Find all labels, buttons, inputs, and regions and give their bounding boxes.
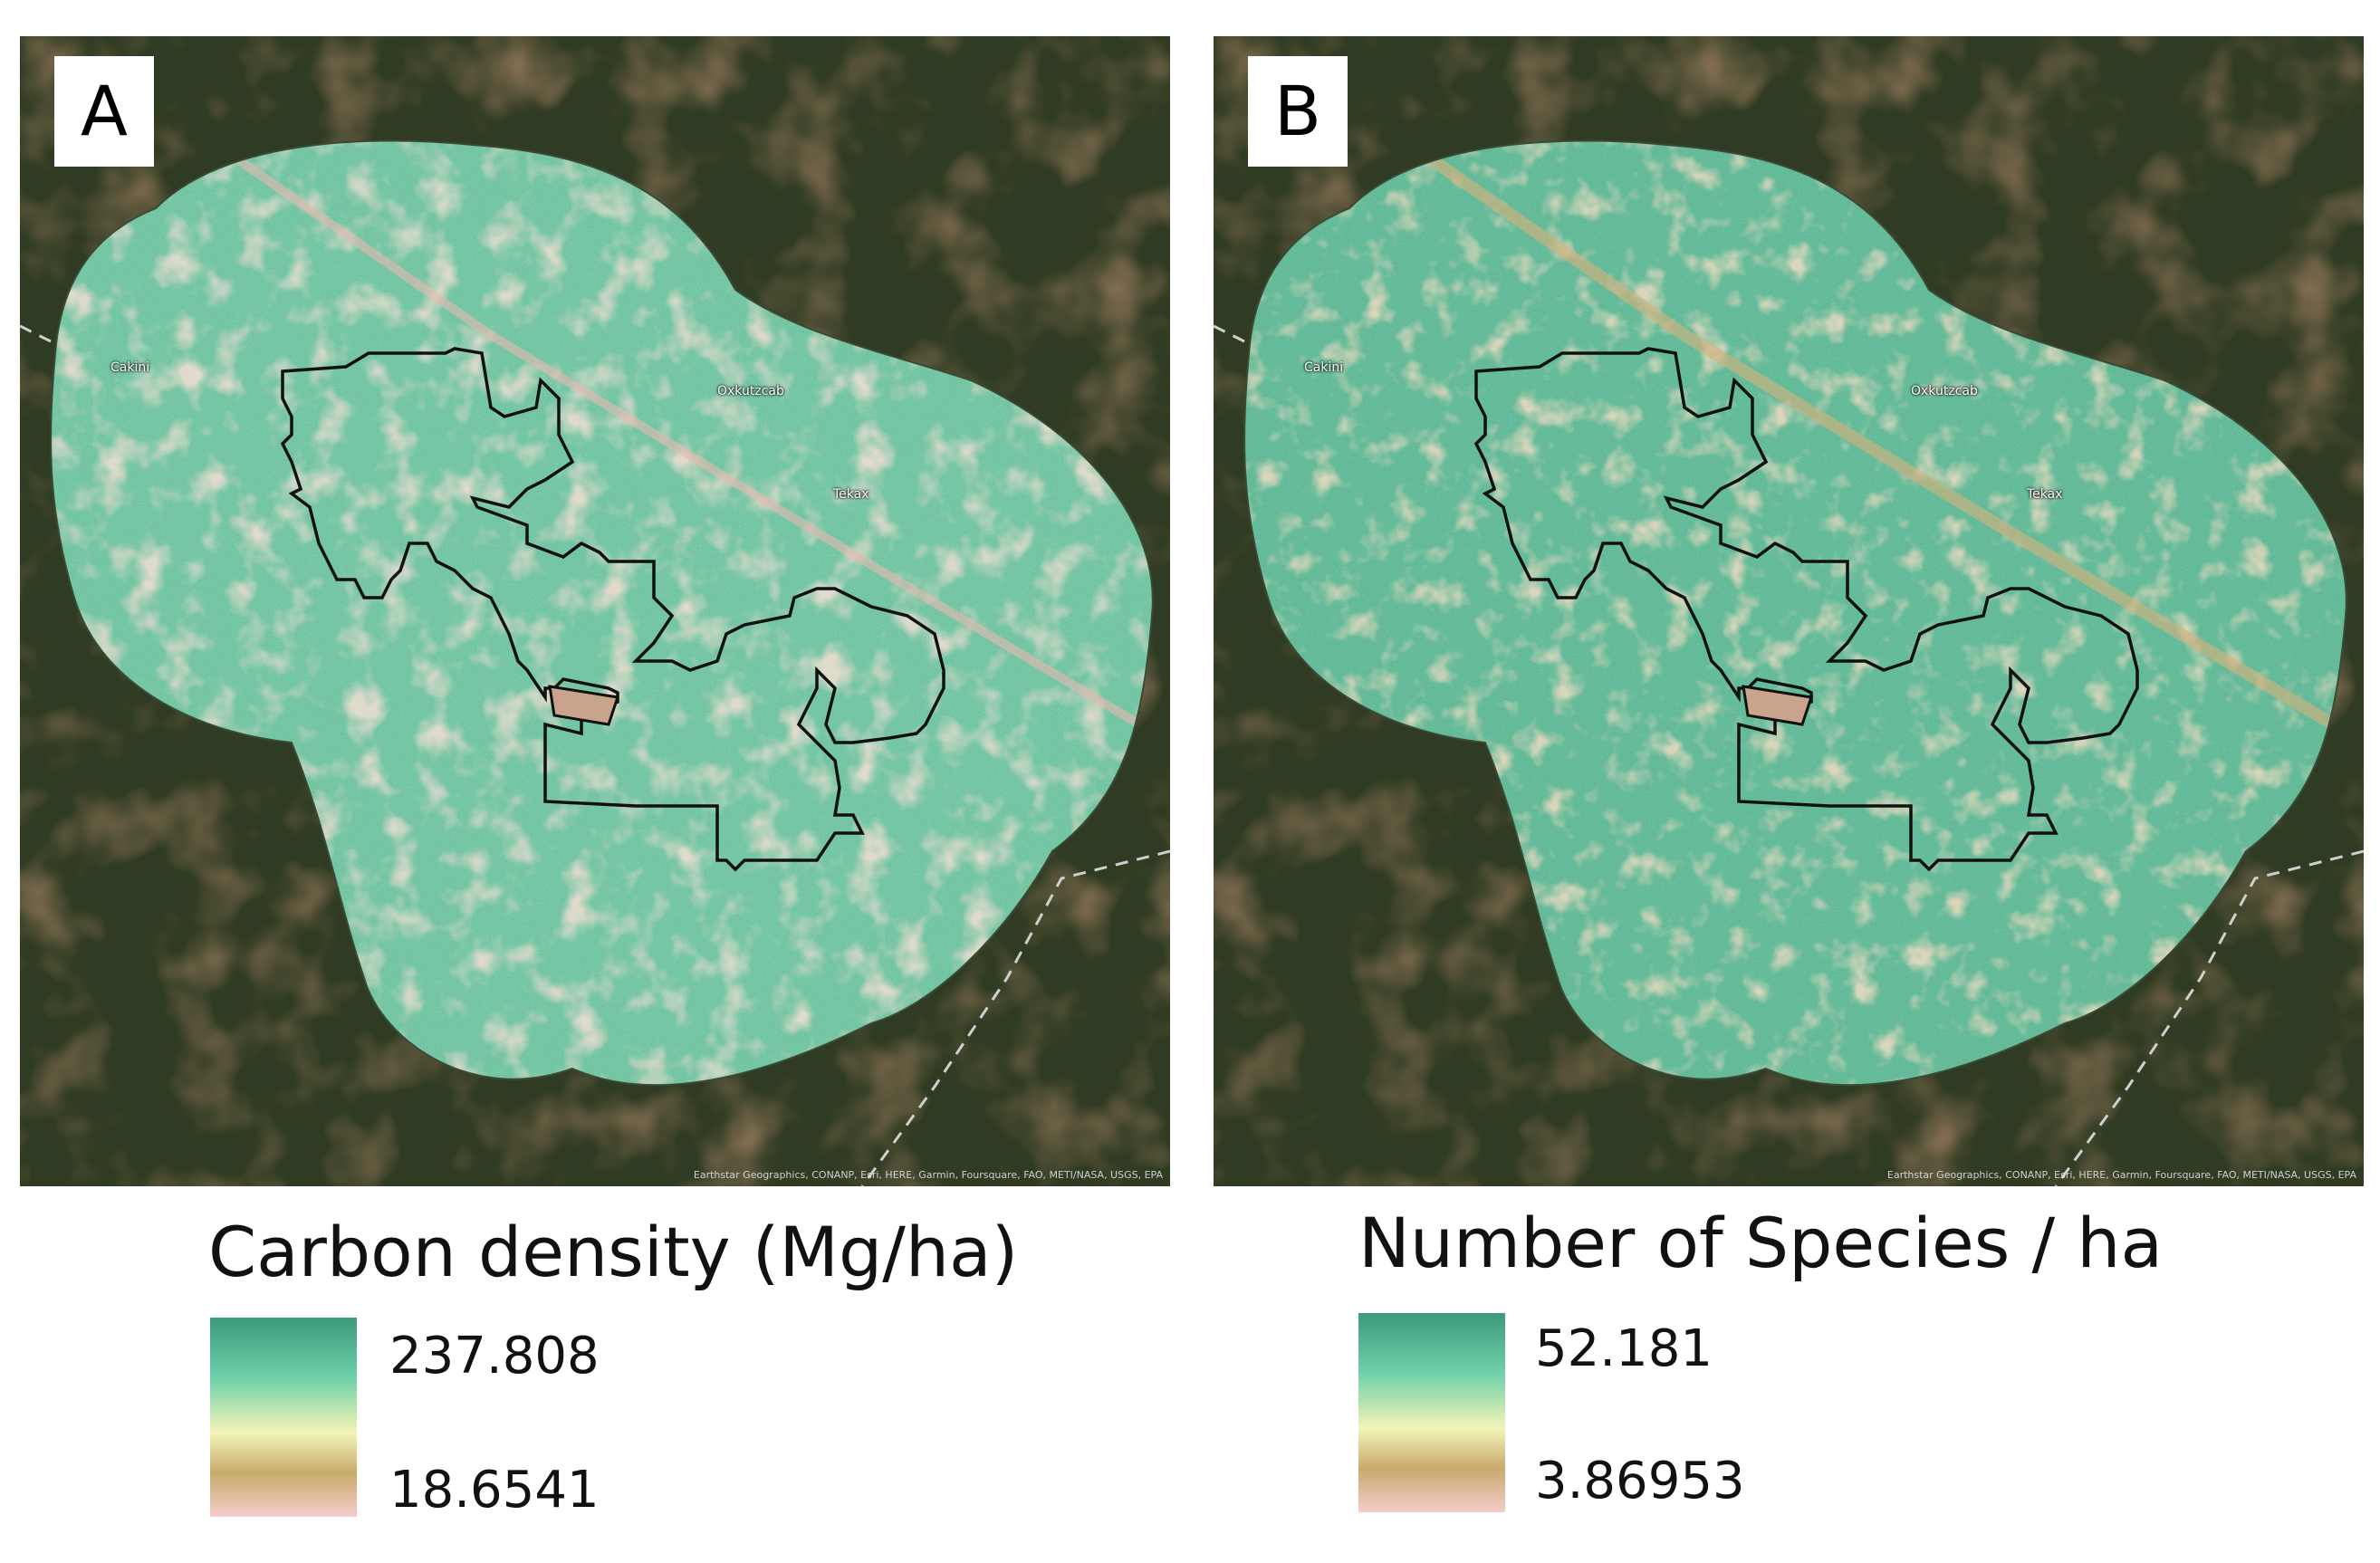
map-attribution: Earthstar Geographics, CONANP, Esri, HER… xyxy=(693,1169,1163,1181)
color-ramp-b xyxy=(1358,1313,1505,1512)
place-label-tekax: Tekax xyxy=(833,487,869,502)
state-border-line xyxy=(2054,849,2364,1186)
place-label-cakini: Cakini xyxy=(1304,360,1344,375)
place-label-oxkutzcab: Oxkutzcab xyxy=(1911,384,1978,398)
road-line xyxy=(1355,140,2346,749)
raster-footprint-outline xyxy=(50,139,1154,1087)
place-label-tekax: Tekax xyxy=(2027,487,2063,502)
color-ramp-a xyxy=(210,1318,357,1517)
reserve-boundary xyxy=(280,347,945,872)
panel-label-a: A xyxy=(54,56,154,167)
legend-title-a: Carbon density (Mg/ha) xyxy=(208,1212,1019,1292)
place-label-cakini: Cakini xyxy=(110,360,150,375)
map-panel-a[interactable]: A Cakini Oxkutzcab Tekax Earthstar Geogr… xyxy=(20,36,1170,1186)
road-line xyxy=(162,140,1153,747)
legend-max-b: 52.181 xyxy=(1535,1319,1713,1378)
map-panel-b[interactable]: B Cakini Oxkutzcab Tekax Earthstar Geogr… xyxy=(1214,36,2364,1186)
legend-max-a: 237.808 xyxy=(389,1327,600,1386)
state-border-line xyxy=(860,849,1170,1186)
reserve-boundary xyxy=(1473,347,2139,872)
legend-title-b: Number of Species / ha xyxy=(1358,1203,2164,1283)
map-canvas-a[interactable] xyxy=(20,36,1170,1186)
reserve-boundary-parcel xyxy=(548,685,619,726)
map-attribution: Earthstar Geographics, CONANP, Esri, HER… xyxy=(1886,1169,2356,1181)
map-canvas-b[interactable] xyxy=(1214,36,2364,1186)
place-label-oxkutzcab: Oxkutzcab xyxy=(717,384,784,398)
panel-label-b: B xyxy=(1248,56,1348,167)
legend-min-b: 3.86953 xyxy=(1535,1452,1745,1510)
raster-footprint-outline xyxy=(1243,139,2347,1087)
legend-min-a: 18.6541 xyxy=(389,1461,600,1520)
reserve-boundary-parcel xyxy=(1742,685,1813,726)
